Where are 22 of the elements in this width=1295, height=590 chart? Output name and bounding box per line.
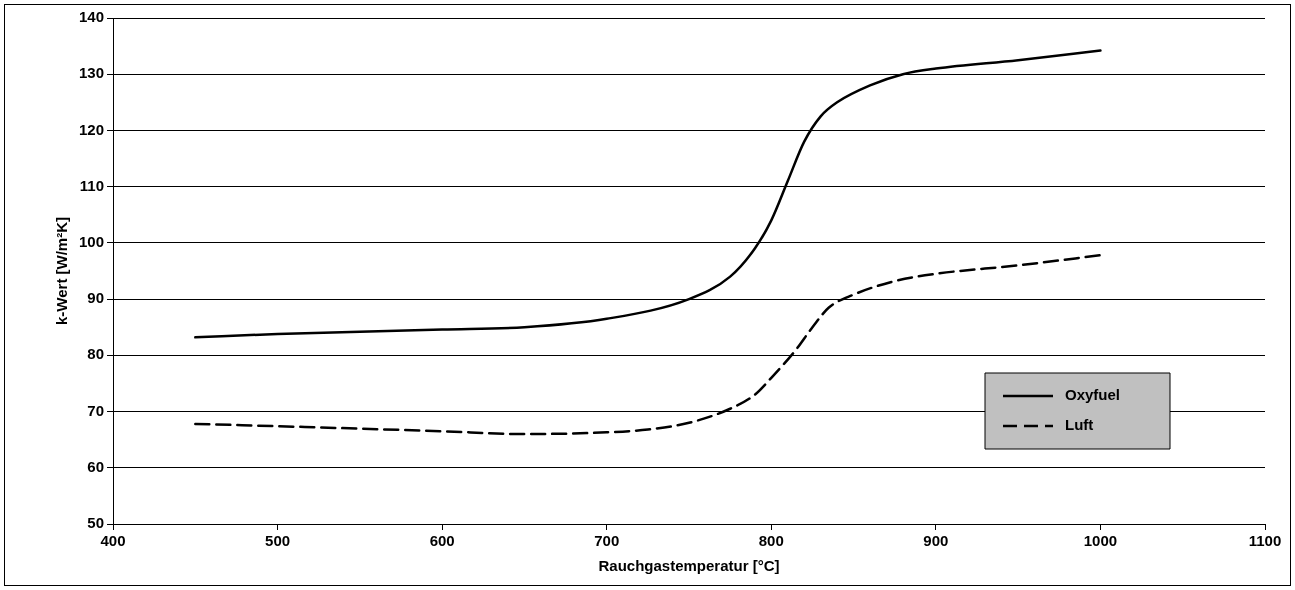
y-tick-label: 110 bbox=[79, 176, 105, 194]
x-axis-title: Rauchgastemperatur [°C] bbox=[598, 557, 780, 575]
y-tick-label: 90 bbox=[87, 289, 105, 307]
x-tick-label: 700 bbox=[594, 532, 620, 550]
x-tick-label: 1000 bbox=[1083, 532, 1118, 550]
y-tick-label: 100 bbox=[79, 233, 105, 251]
x-tick-label: 1100 bbox=[1248, 532, 1282, 550]
y-tick-label: 50 bbox=[87, 514, 105, 532]
x-tick-label: 600 bbox=[429, 532, 455, 550]
x-tick-label: 800 bbox=[758, 532, 784, 550]
y-axis-title: k-Wert [W/m²K] bbox=[53, 216, 71, 326]
y-tick-label: 130 bbox=[79, 64, 105, 82]
x-tick-label: 900 bbox=[923, 532, 949, 550]
y-tick-label: 70 bbox=[87, 401, 105, 419]
y-tick-label: 140 bbox=[79, 8, 105, 26]
legend-label: Luft bbox=[1065, 416, 1094, 434]
y-tick-label: 120 bbox=[79, 120, 105, 138]
y-tick-label: 60 bbox=[87, 457, 105, 475]
x-tick-label: 400 bbox=[100, 532, 126, 550]
x-tick-label: 500 bbox=[265, 532, 291, 550]
legend-label: Oxyfuel bbox=[1065, 386, 1121, 404]
y-tick-label: 80 bbox=[87, 345, 105, 363]
